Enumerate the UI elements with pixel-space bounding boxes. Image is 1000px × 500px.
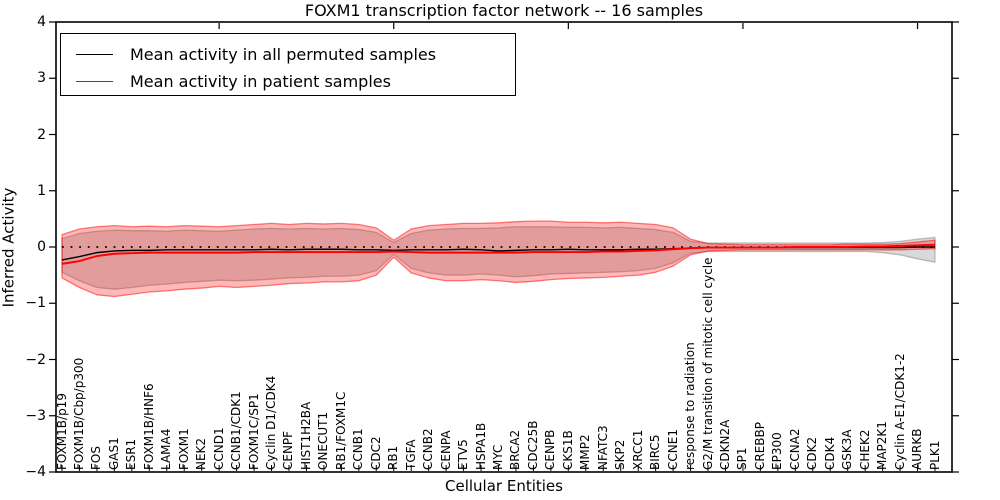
x-category-label: HIST1H2BA: [298, 401, 313, 470]
x-category-label: FOXM1: [176, 428, 191, 470]
x-category-label: FOXM1B/p19: [54, 393, 69, 470]
y-tick-label: −4: [25, 464, 46, 480]
x-category-label: MYC: [491, 444, 505, 470]
y-tick-label: −2: [25, 351, 46, 368]
x-category-label: GSK3A: [840, 429, 855, 470]
y-tick-label: 0: [37, 239, 46, 255]
x-category-label: CDC25B: [525, 420, 540, 471]
x-category-label: CENPB: [543, 429, 558, 470]
x-category-label: MMP2: [578, 434, 593, 470]
x-category-label: CHEK2: [857, 429, 872, 471]
x-category-label: CCNA2: [787, 428, 802, 470]
x-category-label: FOXM1C/SP1: [246, 393, 261, 470]
x-category-label: LAMA4: [159, 428, 174, 470]
x-category-label: CDK4: [822, 436, 837, 470]
x-category-label: Cyclin A-E1/CDK1-2: [892, 353, 907, 470]
x-category-label: NEK2: [194, 437, 209, 470]
x-category-label: GAS1: [106, 437, 121, 470]
patient-mean-line: [61, 243, 936, 265]
x-category-label: ETV5: [456, 439, 471, 470]
x-category-label: CKS1B: [560, 430, 575, 470]
x-category-label: PLK1: [927, 440, 942, 470]
x-category-label: G2/M transition of mitotic cell cycle: [700, 257, 715, 470]
chart-title: FOXM1 transcription factor network -- 16…: [304, 1, 704, 20]
x-category-label: MAP2K1: [875, 421, 890, 470]
x-category-label: BRCA2: [508, 429, 523, 470]
x-category-label: CREBBP: [752, 422, 767, 470]
x-category-label: CDK2: [805, 436, 820, 470]
x-category-label: FOS: [89, 446, 104, 470]
y-tick-label: 2: [37, 126, 46, 143]
x-category-label: CCNE1: [665, 429, 680, 470]
x-category-label: CCNB1/CDK1: [229, 391, 244, 470]
x-category-label: ONECUT1: [316, 411, 331, 470]
x-category-label: CENPA: [438, 430, 453, 470]
x-category-label: SKP2: [613, 439, 628, 470]
y-tick-label: −1: [25, 295, 46, 312]
x-category-label: CDKN2A: [717, 419, 732, 470]
legend-line-patient-icon: [76, 80, 113, 82]
x-category-label: CCNB1: [351, 428, 366, 470]
legend-item-permuted: Mean activity in all permuted samples: [76, 42, 515, 66]
x-axis-label: Cellular Entities: [445, 477, 563, 495]
x-category-label: SP1: [735, 447, 750, 471]
x-category-label: response to radiation: [683, 342, 698, 470]
x-category-label: CDC2: [368, 436, 383, 470]
x-category-label: HSPA1B: [473, 422, 488, 470]
patient-samples-ci-band: [61, 220, 936, 298]
x-category-label: EP300: [770, 432, 785, 470]
y-tick-label: 1: [37, 182, 46, 199]
x-category-label: FOXM1B/HNF6: [141, 383, 156, 470]
x-category-label: NFATC3: [595, 425, 610, 470]
legend-item-patient: Mean activity in patient samples: [76, 69, 515, 93]
x-category-label: AURKB: [910, 428, 925, 470]
legend-label-permuted: Mean activity in all permuted samples: [130, 44, 437, 64]
legend-line-permuted-icon: [76, 53, 113, 55]
x-category-label: RB1/FOXM1C: [333, 391, 348, 470]
permuted-samples-ci-band: [61, 226, 936, 290]
x-category-label: CCNB2: [421, 428, 436, 470]
y-tick-label: −3: [25, 407, 46, 424]
y-tick-label: 3: [37, 70, 46, 87]
x-category-label: CENPF: [281, 430, 296, 470]
x-category-label: CCND1: [211, 427, 226, 470]
x-category-label: TGFA: [403, 439, 418, 470]
x-category-label: XRCC1: [630, 429, 645, 470]
x-category-label: Cyclin D1/CDK4: [264, 375, 279, 470]
legend: Mean activity in all permuted samples Me…: [60, 33, 516, 96]
x-category-label: BIRC5: [648, 434, 663, 470]
x-category-label: RB1: [386, 445, 401, 470]
y-tick-label: 4: [37, 14, 46, 30]
x-category-label: FOXM1B/Cbp/p300: [71, 357, 86, 470]
legend-label-patient: Mean activity in patient samples: [130, 71, 391, 91]
x-category-label: ESR1: [124, 438, 139, 470]
